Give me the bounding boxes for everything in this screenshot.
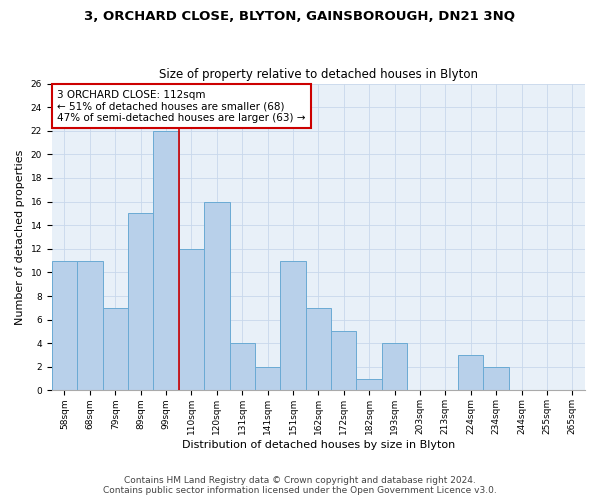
Text: Contains HM Land Registry data © Crown copyright and database right 2024.
Contai: Contains HM Land Registry data © Crown c… [103,476,497,495]
Bar [77,260,103,390]
Bar [458,355,484,390]
Bar [52,260,77,390]
Title: Size of property relative to detached houses in Blyton: Size of property relative to detached ho… [159,68,478,81]
Bar [179,249,204,390]
Bar [280,260,305,390]
Bar [128,214,154,390]
Text: 3 ORCHARD CLOSE: 112sqm
← 51% of detached houses are smaller (68)
47% of semi-de: 3 ORCHARD CLOSE: 112sqm ← 51% of detache… [57,90,305,123]
Bar [356,378,382,390]
Bar [255,367,280,390]
Bar [382,343,407,390]
Bar [204,202,230,390]
Y-axis label: Number of detached properties: Number of detached properties [15,150,25,324]
Bar [103,308,128,390]
X-axis label: Distribution of detached houses by size in Blyton: Distribution of detached houses by size … [182,440,455,450]
Bar [484,367,509,390]
Bar [230,343,255,390]
Text: 3, ORCHARD CLOSE, BLYTON, GAINSBOROUGH, DN21 3NQ: 3, ORCHARD CLOSE, BLYTON, GAINSBOROUGH, … [85,10,515,23]
Bar [305,308,331,390]
Bar [154,131,179,390]
Bar [331,332,356,390]
